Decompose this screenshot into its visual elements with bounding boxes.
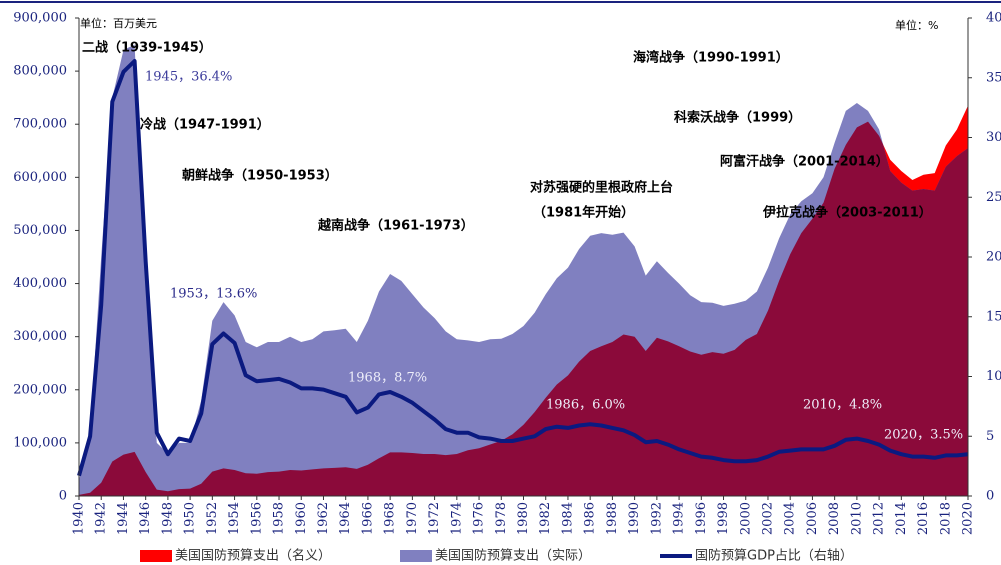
x-tick-label: 1998 — [716, 502, 731, 535]
x-tick-label: 1976 — [472, 502, 487, 535]
annotation: 二战（1939-1945） — [82, 40, 212, 56]
x-tick-label: 1980 — [516, 502, 531, 535]
x-tick-label: 2000 — [738, 502, 753, 535]
x-tick-label: 1964 — [338, 502, 353, 535]
y-tick-label: 600,000 — [13, 170, 67, 185]
x-tick-label: 1966 — [360, 502, 375, 535]
x-tick-label: 1984 — [560, 502, 575, 535]
x-tick-label: 2012 — [872, 502, 887, 535]
annotation: 阿富汗战争（2001-2014） — [720, 154, 889, 170]
x-tick-label: 2020 — [961, 502, 976, 535]
y2-tick-label: 15 — [986, 309, 1001, 324]
y2-tick-label: 0 — [986, 489, 994, 504]
x-tick-label: 1958 — [272, 502, 287, 535]
x-tick-label: 1952 — [205, 502, 220, 535]
annotation: 1968，8.7% — [348, 371, 427, 386]
line — [77, 59, 969, 477]
x-tick-label: 1982 — [538, 502, 553, 535]
annotation: 1953，13.6% — [170, 287, 257, 302]
x-tick-label: 1992 — [649, 502, 664, 535]
area-overlap — [79, 105, 968, 496]
legend-label: 国防预算GDP占比（右轴） — [695, 548, 853, 564]
y2-tick-label: 20 — [986, 250, 1001, 265]
x-tick-label: 1946 — [138, 502, 153, 535]
y2-tick-label: 25 — [986, 190, 1001, 205]
y-tick-label: 200,000 — [13, 382, 67, 397]
x-tick-label: 2004 — [783, 502, 798, 535]
x-tick-label: 1990 — [627, 502, 642, 535]
annotation: 2020，3.5% — [884, 428, 963, 443]
y-tick-label: 500,000 — [13, 223, 67, 238]
x-tick-label: 1948 — [160, 502, 175, 535]
annotation: 对苏强硬的里根政府上台 — [530, 180, 673, 196]
x-tick-label: 1988 — [605, 502, 620, 535]
x-tick-label: 1978 — [494, 502, 509, 535]
x-tick-label: 1960 — [294, 502, 309, 535]
annotation: 科索沃战争（1999） — [674, 110, 801, 126]
x-tick-label: 1972 — [427, 502, 442, 535]
annotation: 朝鲜战争（1950-1953） — [182, 168, 338, 184]
y2-unit-label: 单位：% — [895, 18, 938, 32]
y2-tick-label: 35 — [986, 70, 1001, 85]
y2-tick-label: 10 — [986, 369, 1001, 384]
x-tick-label: 2016 — [916, 502, 931, 535]
y2-tick-label: 40 — [986, 11, 1001, 26]
x-tick-label: 1968 — [383, 502, 398, 535]
y-tick-label: 400,000 — [13, 276, 67, 291]
x-tick-label: 2010 — [849, 502, 864, 535]
y2-tick-label: 30 — [986, 130, 1001, 145]
legend-label: 美国国防预算支出（实际） — [435, 548, 591, 564]
legend-label: 美国国防预算支出（名义） — [175, 548, 331, 564]
x-tick-label: 2008 — [827, 502, 842, 535]
x-tick-label: 1994 — [672, 502, 687, 535]
x-tick-label: 2006 — [805, 502, 820, 535]
y-tick-label: 800,000 — [13, 64, 67, 79]
annotation: 冷战（1947-1991） — [140, 117, 270, 133]
x-tick-label: 1944 — [116, 502, 131, 535]
x-tick-label: 1950 — [183, 502, 198, 535]
y2-tick-label: 5 — [986, 429, 994, 444]
x-tick-label: 1956 — [249, 502, 264, 535]
x-tick-label: 1962 — [316, 502, 331, 535]
x-tick-label: 1970 — [405, 502, 420, 535]
legend-swatch — [400, 550, 432, 562]
x-tick-label: 2014 — [894, 502, 909, 535]
y-tick-label: 700,000 — [13, 117, 67, 132]
y-tick-label: 0 — [59, 489, 67, 504]
x-tick-label: 1996 — [694, 502, 709, 535]
y-tick-label: 900,000 — [13, 11, 67, 26]
x-tick-label: 1940 — [72, 502, 87, 535]
y-unit-label: 单位：百万美元 — [80, 16, 157, 30]
annotation: 1945，36.4% — [145, 70, 232, 85]
annotation: 伊拉克战争（2003-2011） — [762, 205, 932, 221]
x-tick-label: 2002 — [760, 502, 775, 535]
y-tick-label: 100,000 — [13, 435, 67, 450]
legend-swatch — [140, 550, 172, 562]
annotation: 2010，4.8% — [803, 398, 882, 413]
x-tick-label: 1942 — [94, 502, 109, 535]
x-tick-label: 1986 — [583, 502, 598, 535]
annotation: （1981年开始） — [533, 205, 634, 221]
y-tick-label: 300,000 — [13, 329, 67, 344]
x-tick-label: 1954 — [227, 502, 242, 535]
x-tick-label: 1974 — [449, 502, 464, 535]
annotation: 1986，6.0% — [546, 398, 625, 413]
annotation: 越南战争（1961-1973） — [317, 218, 474, 234]
annotation: 海湾战争（1990-1991） — [633, 50, 789, 66]
x-tick-label: 2018 — [938, 502, 953, 535]
